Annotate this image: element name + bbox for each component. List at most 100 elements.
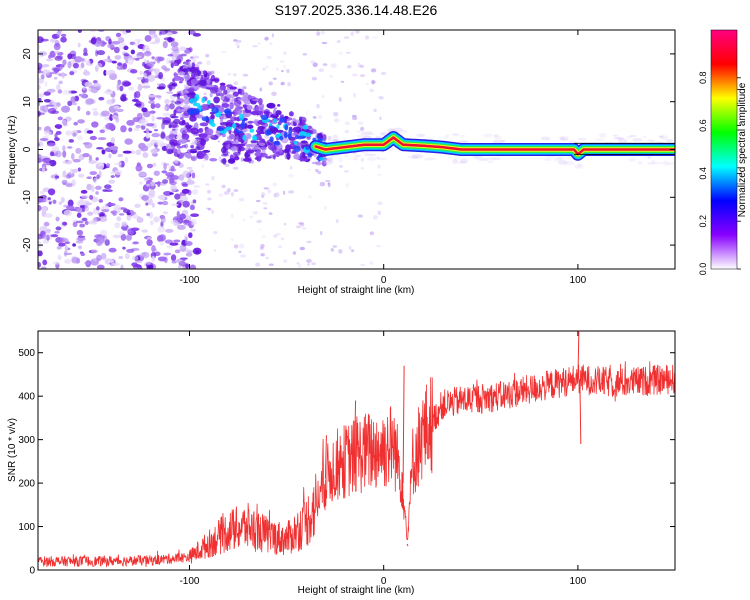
noise-speckle [327,139,339,143]
noise-speckle [315,168,319,173]
noise-speckle [319,181,326,187]
noise-speckle [157,225,166,233]
noise-speckle [166,32,173,36]
noise-speckle [192,102,201,107]
noise-speckle [233,244,239,249]
noise-speckle [220,50,227,54]
noise-speckle [269,42,273,46]
noise-speckle [367,156,377,161]
noise-speckle [217,87,223,94]
noise-speckle [271,91,277,97]
noise-speckle [90,37,97,45]
noise-speckle [269,136,274,143]
noise-speckle [257,125,264,130]
noise-speckle [100,110,110,117]
noise-speckle [100,252,107,260]
noise-speckle [72,243,76,247]
noise-speckle [343,36,350,39]
noise-speckle [38,97,42,102]
noise-speckle [353,92,356,98]
noise-speckle [376,173,383,176]
noise-speckle [160,215,166,224]
noise-speckle [216,127,225,131]
noise-speckle [162,112,171,117]
noise-speckle [120,226,127,230]
noise-speckle [61,105,71,113]
spectrogram-x-tick-label: 100 [570,275,587,286]
noise-speckle [176,258,184,263]
noise-speckle [133,127,140,132]
noise-speckle [500,140,506,143]
noise-speckle [207,197,212,201]
noise-speckle [96,50,106,56]
noise-speckle [294,135,300,140]
noise-speckle [57,254,62,260]
noise-speckle [234,156,240,161]
noise-speckle [452,133,460,136]
noise-speckle [319,157,325,161]
noise-speckle [72,158,81,163]
noise-speckle [168,37,175,42]
noise-speckle [329,75,333,78]
noise-speckle [51,66,61,72]
noise-speckle [149,41,159,45]
noise-speckle [574,163,584,169]
noise-speckle [191,221,196,225]
noise-speckle [58,201,62,205]
noise-speckle [182,105,191,108]
noise-speckle [221,103,230,108]
noise-speckle [259,137,263,142]
noise-speckle [198,127,204,134]
spectrogram-y-tick-label: -20 [22,237,33,252]
noise-speckle [192,55,200,59]
noise-speckle [227,158,236,164]
noise-speckle [174,249,181,254]
noise-speckle [206,84,215,88]
noise-speckle [118,37,125,44]
noise-speckle [149,220,154,226]
noise-speckle [95,157,99,161]
noise-speckle [116,216,122,222]
noise-speckle [89,135,97,141]
noise-speckle [189,200,194,203]
noise-speckle [399,129,408,134]
noise-speckle [54,132,58,139]
noise-speckle [220,118,224,123]
noise-speckle [369,231,375,236]
noise-speckle [179,244,187,252]
noise-speckle [156,86,166,90]
noise-speckle [179,116,184,121]
noise-speckle [38,250,43,257]
noise-speckle [89,194,94,200]
noise-speckle [77,167,82,172]
noise-speckle [67,61,72,69]
noise-speckle [273,130,277,135]
noise-speckle [67,199,74,207]
noise-speckle [217,140,221,143]
noise-speckle [127,57,134,65]
noise-speckle [225,126,233,131]
noise-speckle [78,93,82,97]
noise-speckle [113,162,123,166]
noise-speckle [63,209,73,217]
noise-speckle [211,122,216,127]
noise-speckle [286,68,290,74]
noise-speckle [181,119,186,125]
noise-speckle [260,146,267,151]
noise-speckle [151,115,156,122]
noise-speckle [361,131,373,136]
noise-speckle [647,155,652,159]
noise-speckle [283,51,287,55]
noise-speckle [119,85,124,92]
noise-speckle [265,156,272,159]
noise-speckle [80,194,90,199]
noise-speckle [162,211,168,215]
noise-speckle [628,157,637,162]
noise-speckle [213,231,218,234]
noise-speckle [310,60,315,64]
noise-speckle [62,59,67,66]
noise-speckle [83,69,88,74]
snr-x-ticks: -100 0 100 [179,331,587,587]
noise-speckle [64,159,73,165]
